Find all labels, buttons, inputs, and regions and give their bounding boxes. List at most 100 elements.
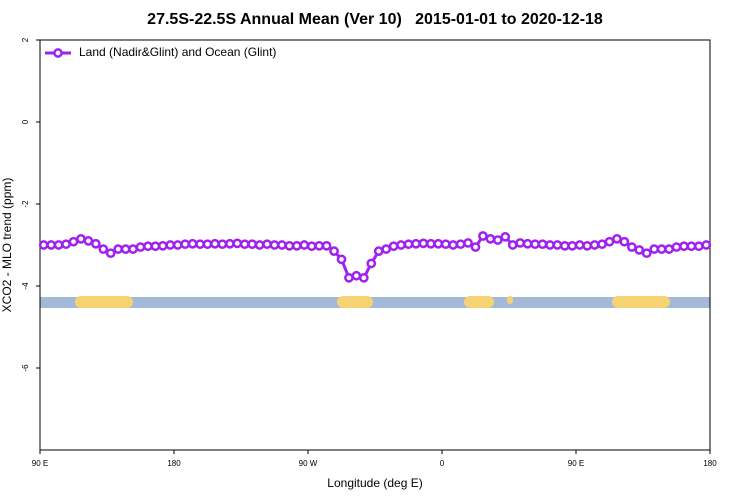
data-point [143,241,153,252]
data-point [693,241,704,252]
data-point [492,235,503,245]
data-point [582,240,593,251]
data-point [329,246,339,256]
data-point [440,239,451,250]
data-point [314,240,325,251]
data-point [262,239,272,250]
y-tick-label: -6 [21,364,30,372]
data-point [128,244,138,254]
land-segment [75,296,133,308]
data-point [589,240,600,250]
data-point [396,240,406,250]
data-point [61,239,71,250]
data-point [559,240,570,251]
data-point [641,248,652,259]
data-point [68,236,79,247]
data-point [388,241,399,252]
data-point [425,238,436,249]
data-point [135,242,146,252]
data-point [291,240,302,251]
data-point [358,272,369,283]
data-point [284,240,295,251]
data-point [634,245,645,255]
data-point [105,248,116,259]
data-point [433,238,444,249]
data-point [150,241,161,252]
y-tick-label: 2 [21,37,30,42]
data-point [336,254,347,265]
data-point [195,239,205,250]
data-point [172,240,183,250]
data-point [418,238,429,249]
y-tick-label: -2 [21,200,30,208]
data-point [38,240,49,250]
data-point [90,238,101,249]
x-tick-label: 180 [167,459,181,468]
data-point [83,236,94,246]
data-point [366,258,377,269]
data-point [537,239,548,250]
land-segment [612,296,670,308]
data-point [545,240,555,250]
data-point [522,238,533,249]
data-point [649,244,660,254]
data-point [686,241,697,252]
data-point [157,240,168,251]
data-point [656,244,667,254]
data-point [574,240,585,250]
data-point [552,240,563,250]
data-point [485,234,496,244]
data-point [515,238,526,248]
data-point [344,272,354,283]
data-point [254,240,265,250]
data-point [98,244,109,254]
data-point [239,239,250,250]
y-tick-label: 0 [21,119,30,124]
data-point [411,238,421,249]
x-tick-label: 0 [440,459,445,468]
land-segment [337,296,373,308]
data-point [120,244,131,254]
data-point [701,240,712,250]
chart-title: 27.5S-22.5S Annual Mean (Ver 10) 2015-01… [147,11,603,28]
data-point [381,244,392,254]
data-point [187,238,198,249]
data-point [306,241,317,252]
data-point [612,234,622,244]
data-point [202,239,213,250]
data-point [224,238,235,249]
data-point [567,240,578,251]
data-point [217,239,228,250]
data-point [46,240,57,250]
land-segment [464,296,494,308]
data-point [448,240,459,250]
x-tick-label: 90 E [32,459,48,468]
data-point [478,231,488,241]
data-point [232,238,243,249]
data-point [470,242,481,252]
data-point [463,238,473,248]
data-point [597,239,607,250]
data-point [351,270,362,281]
data-point [299,240,310,250]
data-point [679,241,689,252]
y-tick-label: -4 [21,282,30,290]
data-point [507,240,518,250]
legend-marker [53,48,63,58]
data-point [403,239,414,250]
land-ocean-mask [40,296,710,308]
data-point [455,239,466,250]
data-point [373,246,384,256]
data-point [500,231,511,242]
data-point [76,234,86,244]
data-point [277,240,287,250]
data-point [626,242,637,252]
data-point [269,240,280,250]
data-point [165,240,176,250]
data-point [664,244,674,254]
data-point [247,239,258,250]
ocean-band [40,297,710,308]
x-axis-label: Longitude (deg E) [327,476,422,490]
data-point [604,236,615,247]
